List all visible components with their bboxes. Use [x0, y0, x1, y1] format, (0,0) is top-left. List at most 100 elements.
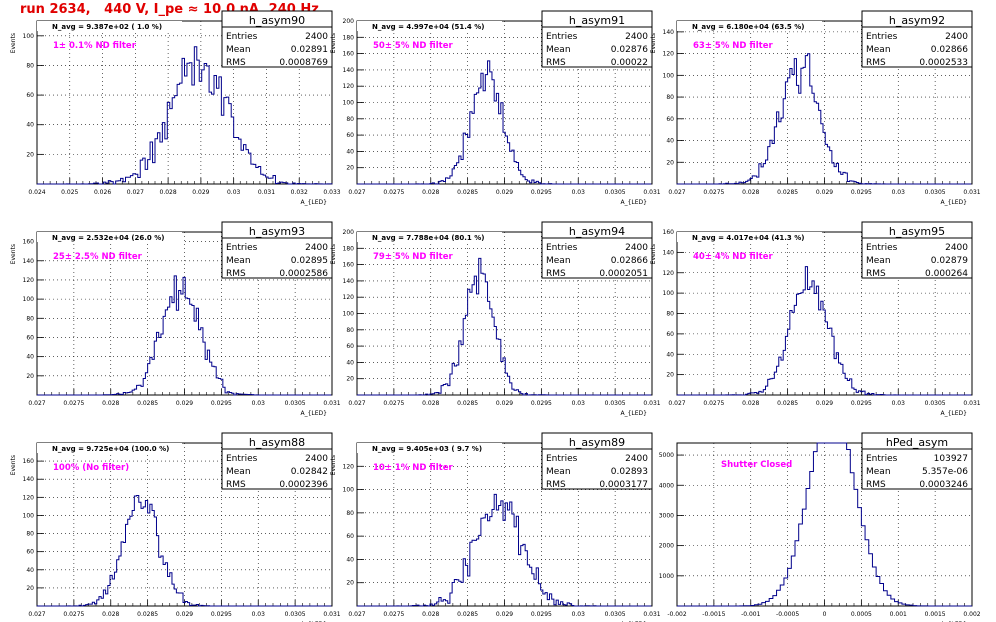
histogram-panel-h_asym94: 0.027 0.0275 0.028 0.0285 0.029 0.0295 0.03 0.0… — [330, 221, 661, 417]
x-tick-label: 0.0275 — [383, 400, 404, 407]
x-tick-label: 0.0285 — [137, 611, 158, 618]
x-tick-label: 0.0305 — [605, 400, 626, 407]
x-tick-label: 0.0285 — [457, 611, 478, 618]
filter-note: 100% (No filter) — [53, 463, 129, 473]
histogram-panel-h_asym92: 0.027 0.0275 0.028 0.0285 0.029 0.0295 0.03 0.0… — [650, 10, 981, 206]
x-tick-label: 0.0305 — [925, 400, 946, 407]
histogram-line — [677, 266, 972, 396]
x-axis-title: A_{LED} — [941, 410, 968, 417]
stats-label-rms: RMS — [546, 269, 566, 279]
y-tick-label: 40 — [666, 351, 674, 358]
stats-title: h_asym93 — [249, 225, 305, 238]
y-tick-label: 40 — [346, 556, 354, 563]
navg-label: N_avg = 9.725e+04 (100.0 %) — [52, 445, 169, 453]
x-tick-label: 0.03 — [252, 611, 266, 618]
y-tick-label: 40 — [26, 567, 34, 574]
x-tick-label: 0.0305 — [605, 189, 626, 196]
stats-title: hPed_asym — [886, 436, 948, 449]
y-tick-label: 80 — [346, 510, 354, 517]
histogram-panel-hPed_asym: -0.002 -0.0015 -0.001 -0.0005 0 0.0005 0.001 0.… — [659, 432, 981, 622]
y-tick-label: 60 — [346, 343, 354, 350]
stats-label-rms: RMS — [546, 480, 566, 490]
y-tick-label: 80 — [26, 531, 34, 538]
stats-value-rms: 0.0003246 — [919, 480, 968, 490]
y-tick-label: 140 — [343, 67, 355, 74]
stats-value-entries: 2400 — [305, 32, 328, 42]
stats-value-mean: 0.02866 — [611, 256, 648, 266]
y-tick-label: 140 — [663, 29, 675, 36]
navg-box — [677, 21, 822, 31]
y-axis-title: Events — [650, 244, 657, 264]
y-tick-label: 40 — [26, 122, 34, 129]
y-tick-label: 40 — [346, 148, 354, 155]
x-tick-label: 0.0285 — [457, 189, 478, 196]
stats-box — [861, 432, 973, 490]
x-tick-label: 0.0015 — [925, 611, 946, 618]
x-tick-label: 0.0295 — [531, 400, 552, 407]
x-tick-label: 0.0275 — [703, 400, 724, 407]
y-tick-label: 180 — [343, 34, 355, 41]
stats-value-entries: 2400 — [625, 454, 648, 464]
stats-value-entries: 2400 — [625, 32, 648, 42]
navg-label: N_avg = 7.788e+04 (80.1 %) — [372, 234, 484, 242]
y-tick-label: 20 — [26, 373, 34, 380]
y-tick-label: 200 — [343, 229, 355, 236]
stats-value-rms: 0.000264 — [925, 269, 968, 279]
y-tick-label: 120 — [23, 277, 35, 284]
stats-value-rms: 0.0002586 — [279, 269, 328, 279]
stats-title: h_asym88 — [249, 436, 305, 449]
y-tick-label: 60 — [26, 549, 34, 556]
plot-frame — [36, 442, 333, 607]
navg-box — [357, 232, 502, 242]
histogram-line — [357, 60, 652, 185]
y-tick-label: 120 — [343, 463, 355, 470]
stats-label-mean: Mean — [866, 467, 891, 477]
x-tick-label: 0.0275 — [703, 189, 724, 196]
stats-value-entries: 2400 — [945, 32, 968, 42]
x-tick-label: 0.028 — [422, 400, 439, 407]
histogram-panel-h_asym88: 0.027 0.0275 0.028 0.0285 0.029 0.0295 0.03 0.0… — [10, 432, 341, 622]
y-tick-label: 60 — [346, 533, 354, 540]
x-tick-label: 0.0305 — [285, 400, 306, 407]
y-tick-label: 40 — [26, 354, 34, 361]
histogram-panel-h_asym90: 0.024 0.025 0.026 0.027 0.028 0.029 0.03 0.031 0… — [10, 10, 341, 206]
histogram-panel-h_asym95: 0.027 0.0275 0.028 0.0285 0.029 0.0295 0.03 0.0… — [650, 221, 981, 417]
navg-label: N_avg = 6.180e+04 (63.5 %) — [692, 23, 804, 31]
x-tick-label: 0.029 — [176, 400, 193, 407]
histogram-line — [37, 275, 332, 396]
filter-note: Shutter Closed — [721, 460, 792, 470]
x-tick-label: 0.028 — [742, 189, 759, 196]
stats-label-mean: Mean — [546, 45, 571, 55]
stats-box — [541, 221, 653, 279]
navg-box — [37, 232, 182, 242]
y-axis-title: Events — [330, 455, 337, 475]
x-tick-label: 0.002 — [963, 611, 980, 618]
stats-label-mean: Mean — [546, 467, 571, 477]
navg-box — [357, 21, 502, 31]
x-tick-label: 0 — [823, 611, 827, 618]
y-tick-label: 120 — [663, 51, 675, 58]
x-tick-label: 0.0295 — [531, 189, 552, 196]
y-tick-label: 120 — [663, 270, 675, 277]
stats-value-mean: 0.02866 — [931, 45, 968, 55]
y-axis-title: Events — [650, 33, 657, 53]
stats-label-rms: RMS — [866, 269, 886, 279]
x-tick-label: 0.0305 — [605, 611, 626, 618]
stats-value-mean: 0.02876 — [611, 45, 648, 55]
y-tick-label: 60 — [26, 334, 34, 341]
stats-title: h_asym92 — [889, 14, 945, 27]
stats-value-mean: 0.02879 — [931, 256, 968, 266]
y-tick-label: 140 — [343, 278, 355, 285]
histogram-line — [37, 46, 333, 185]
y-tick-label: 80 — [26, 62, 34, 69]
y-tick-label: 140 — [23, 476, 35, 483]
stats-value-mean: 0.02891 — [291, 45, 328, 55]
stats-value-mean: 5.357e-06 — [922, 467, 968, 477]
x-tick-label: 0.026 — [94, 189, 111, 196]
y-tick-label: 40 — [346, 359, 354, 366]
y-tick-label: 4000 — [659, 482, 674, 489]
x-tick-label: 0.027 — [348, 400, 365, 407]
y-tick-label: 120 — [23, 494, 35, 501]
stats-value-rms: 0.0002396 — [279, 480, 328, 490]
